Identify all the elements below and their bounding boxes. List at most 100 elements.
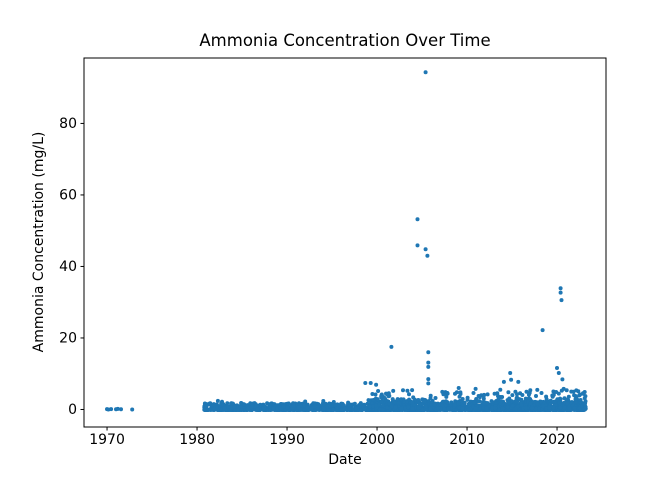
data-point [472,400,477,405]
data-point [331,407,336,412]
data-point [473,386,478,391]
data-point [457,394,462,399]
plot-border [83,57,607,428]
data-point [453,391,457,396]
x-tick-label: 1990 [269,432,305,448]
data-point [426,360,431,365]
data-point [309,406,314,411]
data-point [374,403,379,408]
data-point [492,391,497,396]
data-point [363,381,368,385]
data-point [415,243,420,248]
data-point [412,397,417,402]
data-point [246,406,251,411]
data-point [500,406,505,411]
data-point [559,388,564,393]
x-tick-label: 2000 [359,432,395,448]
points-layer [105,70,588,412]
data-point [554,390,559,394]
data-point [426,364,431,369]
data-point [474,397,479,401]
data-point [559,298,564,303]
data-point [547,405,552,410]
data-point [496,394,500,399]
data-point [507,396,512,401]
data-point [232,404,237,409]
data-point [381,403,385,408]
data-point [423,70,428,75]
data-point [510,403,515,408]
data-point [387,401,391,406]
data-point [485,392,490,397]
data-point [215,398,220,403]
data-point [278,406,283,411]
data-point [416,405,421,410]
data-point [254,403,259,408]
data-point [576,389,581,394]
data-point [535,387,540,392]
data-point [407,397,412,402]
data-point [206,407,211,412]
data-point [562,405,567,410]
data-point [324,404,329,409]
data-point [376,389,381,393]
data-point [423,247,428,252]
data-point [342,406,347,411]
data-point [352,402,357,407]
data-point [524,389,529,394]
data-point [560,377,565,382]
data-point [436,406,441,411]
data-point [373,392,378,397]
data-point [428,393,433,398]
data-point [407,392,411,397]
data-point [462,400,467,405]
x-tick-label: 1980 [179,432,215,448]
y-tick-label: 40 [59,259,77,275]
x-tick-label: 1970 [89,432,125,448]
data-point [204,404,209,409]
data-point [211,403,216,408]
data-point [236,407,241,412]
data-point [445,391,450,395]
data-point [535,401,540,406]
data-point [471,391,476,395]
data-point [569,400,574,405]
y-tick-label: 20 [59,330,77,346]
data-point [452,403,457,407]
data-point [541,404,546,409]
data-point [441,392,446,397]
data-point [362,407,367,412]
data-point [220,399,224,404]
data-point [555,397,560,402]
data-point [520,393,525,397]
data-point [572,406,577,411]
chart-title: Ammonia Concentration Over Time [199,31,491,50]
data-point [578,398,583,402]
data-point [564,388,569,393]
data-point [582,396,587,401]
data-point [426,350,431,355]
data-point [467,403,472,408]
data-point [393,405,398,410]
data-point [286,401,291,406]
data-point [508,371,513,375]
data-point [500,395,505,399]
data-point [506,400,511,405]
data-point [428,406,433,411]
data-point [514,399,519,404]
data-point [433,396,438,400]
data-point [460,406,465,411]
data-point [583,399,588,404]
data-point [370,392,375,396]
data-point [302,403,306,408]
data-point [540,328,545,333]
x-tick-label: 2010 [449,432,485,448]
data-point [239,408,244,412]
data-point [420,407,425,412]
data-point [401,388,405,393]
data-point [456,386,461,390]
data-point [426,377,431,382]
data-point [552,399,557,404]
data-point [565,401,570,406]
data-point [550,393,555,398]
